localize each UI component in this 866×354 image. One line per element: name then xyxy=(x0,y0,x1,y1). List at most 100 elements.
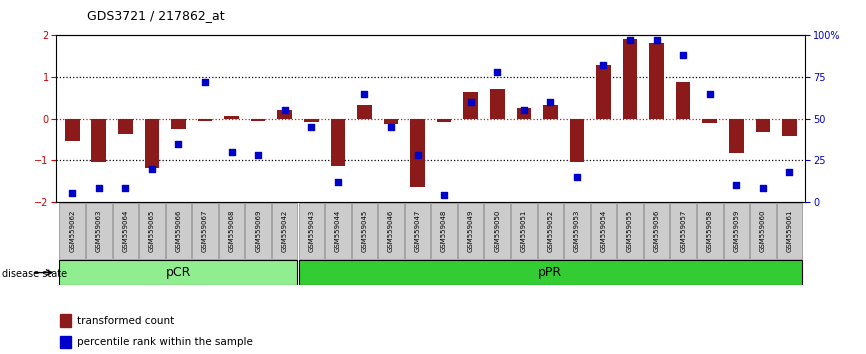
Point xyxy=(517,108,531,113)
Text: GSM559049: GSM559049 xyxy=(468,210,474,252)
Text: GSM559043: GSM559043 xyxy=(308,210,314,252)
Bar xyxy=(171,119,186,129)
Text: pPR: pPR xyxy=(539,266,562,279)
Text: transformed count: transformed count xyxy=(77,316,175,326)
Point xyxy=(729,182,743,188)
FancyBboxPatch shape xyxy=(165,203,191,259)
Text: GSM559052: GSM559052 xyxy=(547,210,553,252)
Text: GSM559069: GSM559069 xyxy=(255,210,262,252)
Text: GSM559044: GSM559044 xyxy=(335,210,341,252)
Bar xyxy=(596,65,611,119)
Bar xyxy=(516,108,531,119)
Bar xyxy=(65,119,80,142)
FancyBboxPatch shape xyxy=(192,203,217,259)
Text: percentile rank within the sample: percentile rank within the sample xyxy=(77,337,253,347)
Bar xyxy=(543,105,558,119)
Point xyxy=(624,38,637,43)
Bar xyxy=(729,119,744,153)
FancyBboxPatch shape xyxy=(60,260,298,285)
Bar xyxy=(60,336,71,348)
Point xyxy=(171,141,185,147)
Bar xyxy=(755,119,770,132)
Text: GSM559050: GSM559050 xyxy=(494,210,501,252)
FancyBboxPatch shape xyxy=(724,203,749,259)
Text: GSM559058: GSM559058 xyxy=(707,210,713,252)
Bar xyxy=(410,119,425,187)
Text: GSM559057: GSM559057 xyxy=(680,210,686,252)
Point xyxy=(570,174,584,180)
Text: GSM559047: GSM559047 xyxy=(415,210,421,252)
Point xyxy=(756,185,770,191)
Point xyxy=(65,190,79,196)
Point xyxy=(490,69,504,75)
Text: GSM559060: GSM559060 xyxy=(759,210,766,252)
Bar xyxy=(277,110,292,119)
FancyBboxPatch shape xyxy=(564,203,590,259)
FancyBboxPatch shape xyxy=(484,203,510,259)
Text: GSM559062: GSM559062 xyxy=(69,210,75,252)
FancyBboxPatch shape xyxy=(325,203,351,259)
Point xyxy=(783,169,797,175)
Point xyxy=(676,52,690,58)
Bar xyxy=(490,88,505,119)
Bar xyxy=(623,39,637,119)
Bar xyxy=(650,43,664,119)
Point xyxy=(410,152,424,158)
Point xyxy=(464,99,478,105)
Point xyxy=(544,99,558,105)
Bar xyxy=(782,119,797,136)
Bar xyxy=(92,119,107,162)
FancyBboxPatch shape xyxy=(272,203,298,259)
Point xyxy=(331,179,345,185)
Point xyxy=(384,124,397,130)
Point xyxy=(278,108,292,113)
Bar xyxy=(384,119,398,124)
Text: GSM559068: GSM559068 xyxy=(229,210,235,252)
FancyBboxPatch shape xyxy=(299,203,324,259)
Text: GSM559066: GSM559066 xyxy=(176,210,182,252)
Text: GSM559056: GSM559056 xyxy=(654,210,660,252)
FancyBboxPatch shape xyxy=(139,203,165,259)
Bar xyxy=(436,119,451,122)
FancyBboxPatch shape xyxy=(60,203,85,259)
Bar xyxy=(304,119,319,122)
Point xyxy=(145,166,158,171)
Bar xyxy=(357,105,372,119)
Point xyxy=(597,63,611,68)
Point xyxy=(650,38,663,43)
Text: disease state: disease state xyxy=(2,269,67,279)
FancyBboxPatch shape xyxy=(219,203,244,259)
Bar xyxy=(251,119,266,121)
Bar xyxy=(224,116,239,119)
FancyBboxPatch shape xyxy=(113,203,138,259)
Point xyxy=(92,185,106,191)
FancyBboxPatch shape xyxy=(245,203,271,259)
FancyBboxPatch shape xyxy=(299,260,802,285)
Bar xyxy=(463,92,478,119)
Point xyxy=(437,192,451,198)
Text: GSM559064: GSM559064 xyxy=(122,210,128,252)
FancyBboxPatch shape xyxy=(777,203,802,259)
Bar xyxy=(60,314,71,327)
Text: GSM559065: GSM559065 xyxy=(149,210,155,252)
Text: pCR: pCR xyxy=(165,266,191,279)
FancyBboxPatch shape xyxy=(644,203,669,259)
Text: GSM559048: GSM559048 xyxy=(441,210,447,252)
FancyBboxPatch shape xyxy=(431,203,457,259)
Bar xyxy=(702,119,717,123)
Text: GSM559042: GSM559042 xyxy=(281,210,288,252)
FancyBboxPatch shape xyxy=(591,203,617,259)
Text: GSM559053: GSM559053 xyxy=(574,210,580,252)
Point xyxy=(304,124,318,130)
Point xyxy=(119,185,132,191)
FancyBboxPatch shape xyxy=(617,203,643,259)
Bar xyxy=(570,119,585,162)
Text: GDS3721 / 217862_at: GDS3721 / 217862_at xyxy=(87,9,224,22)
Bar xyxy=(118,119,132,135)
Bar xyxy=(331,119,346,166)
Text: GSM559055: GSM559055 xyxy=(627,210,633,252)
Bar xyxy=(675,82,690,119)
FancyBboxPatch shape xyxy=(86,203,112,259)
FancyBboxPatch shape xyxy=(538,203,563,259)
FancyBboxPatch shape xyxy=(511,203,537,259)
